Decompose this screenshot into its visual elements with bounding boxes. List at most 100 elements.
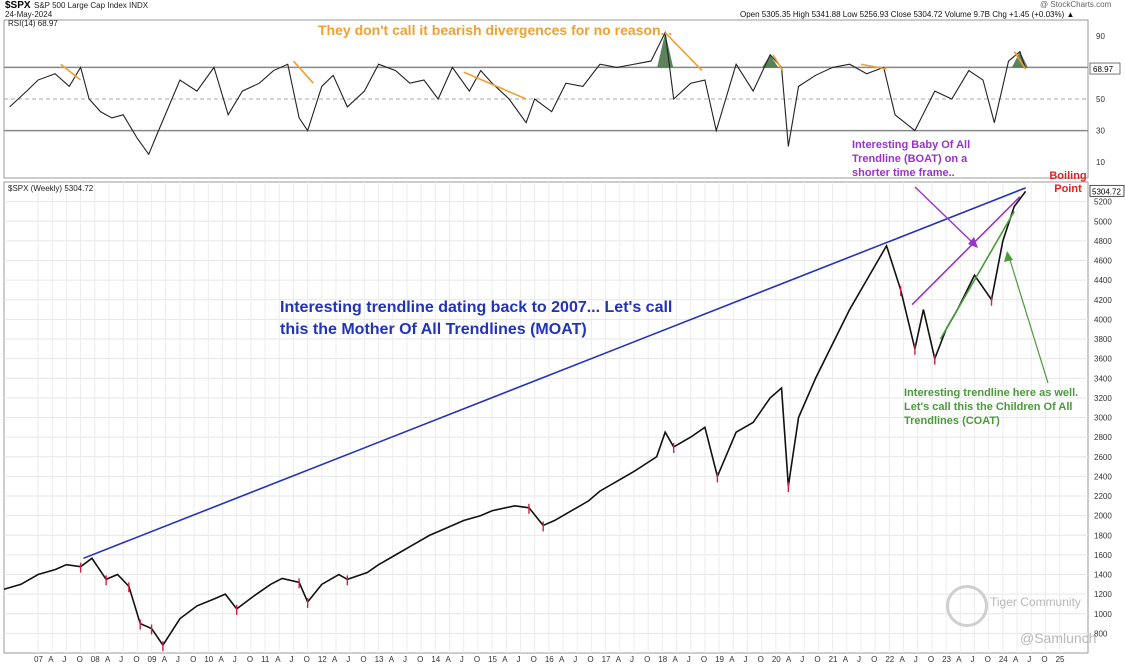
price-tick-label: 3800 [1094,335,1112,344]
watermark-community: Tiger Community [990,595,1081,609]
time-tick-label: 16 [545,655,554,664]
time-tick-label: A [48,655,54,664]
divergence-stroke [463,71,527,100]
time-tick-label: J [62,655,66,664]
price-tick-label: 1000 [1094,610,1112,619]
time-tick-label: O [758,655,764,664]
coat-arrowhead-icon [1004,251,1013,262]
time-tick-label: O [247,655,253,664]
time-tick-label: 17 [602,655,611,664]
price-tick-label: 4000 [1094,315,1112,324]
time-tick-label: 25 [1056,655,1065,664]
symbol-label: $SPX [5,0,31,11]
time-tick-label: J [687,655,691,664]
time-tick-label: 21 [829,655,838,664]
time-tick-label: 18 [658,655,667,664]
time-tick-label: A [162,655,168,664]
price-tick-label: 4600 [1094,257,1112,266]
time-tick-label: J [970,655,974,664]
rsi-tick-label: 30 [1096,127,1105,136]
price-tick-label: 4400 [1094,276,1112,285]
time-tick-label: O [928,655,934,664]
divergence-stroke [860,63,887,70]
price-tick-label: 3600 [1094,355,1112,364]
time-tick-label: O [1041,655,1047,664]
time-tick-label: A [559,655,565,664]
time-tick-label: 24 [999,655,1008,664]
time-tick-label: J [1027,655,1031,664]
time-tick-label: J [743,655,747,664]
brand-label: @ StockCharts.com [1040,0,1112,9]
ohlc-readout: Open 5305.35 High 5341.88 Low 5256.93 Cl… [740,10,1075,19]
time-tick-label: J [119,655,123,664]
index-name: S&P 500 Large Cap Index INDX [34,1,149,10]
time-tick-label: A [389,655,395,664]
time-tick-label: A [616,655,622,664]
price-tick-label: 3400 [1094,374,1112,383]
price-tick-label: 2600 [1094,453,1112,462]
boiling-point-annotation: Boiling Point [1049,170,1087,195]
time-tick-label: O [417,655,423,664]
time-tick-label: 15 [488,655,497,664]
boat-arrow [914,186,973,243]
time-tick-label: O [474,655,480,664]
tiger-logo-icon [946,585,988,627]
rsi-tick-label: 90 [1096,32,1105,41]
time-tick-label: O [871,655,877,664]
divergence-stroke [1013,51,1027,70]
time-tick-label: A [219,655,225,664]
chart-date: 24-May-2024 [5,10,53,19]
price-tick-label: 4800 [1094,237,1112,246]
time-tick-label: A [1013,655,1019,664]
time-tick-label: 13 [375,655,384,664]
coat-annotation: Interesting trendline here as well. Let'… [904,387,1079,427]
time-tick-label: A [275,655,281,664]
time-tick-label: 22 [885,655,894,664]
divergence-stroke [772,54,784,71]
time-tick-label: O [587,655,593,664]
time-tick-label: J [460,655,464,664]
divergence-stroke [60,63,82,81]
time-tick-label: 10 [204,655,213,664]
time-tick-label: 14 [431,655,440,664]
coat-arrow [1009,259,1049,384]
price-tick-label: 1200 [1094,590,1112,599]
time-tick-label: A [900,655,906,664]
trendline-boat [911,196,1021,306]
time-tick-label: J [233,655,237,664]
time-tick-label: A [332,655,338,664]
time-tick-label: J [800,655,804,664]
time-tick-label: A [729,655,735,664]
time-tick-label: O [814,655,820,664]
time-tick-label: J [289,655,293,664]
time-tick-label: A [502,655,508,664]
time-tick-label: A [956,655,962,664]
time-tick-label: J [346,655,350,664]
price-tick-label: 1600 [1094,551,1112,560]
price-current-value: 5304.72 [1092,187,1121,196]
price-tick-label: 3000 [1094,414,1112,423]
price-tick-label: 5000 [1094,217,1112,226]
time-tick-label: O [701,655,707,664]
time-tick-label: 07 [34,655,43,664]
time-tick-label: 23 [942,655,951,664]
time-tick-label: O [985,655,991,664]
price-tick-label: 5200 [1094,198,1112,207]
divergence-stroke [292,60,314,84]
time-tick-label: A [673,655,679,664]
time-tick-label: A [105,655,111,664]
time-tick-label: 20 [772,655,781,664]
boat-arrowhead-icon [968,237,978,248]
time-tick-label: 09 [148,655,157,664]
time-tick-label: O [531,655,537,664]
watermark-handle: @Samlunch [1020,630,1097,646]
price-panel-label: $SPX (Weekly) 5304.72 [8,184,94,193]
divergence-stroke [664,32,703,72]
price-tick-label: 4200 [1094,296,1112,305]
time-tick-label: J [914,655,918,664]
moat-annotation: Interesting trendline dating back to 200… [280,299,673,338]
price-tick-label: 3200 [1094,394,1112,403]
time-tick-label: A [786,655,792,664]
